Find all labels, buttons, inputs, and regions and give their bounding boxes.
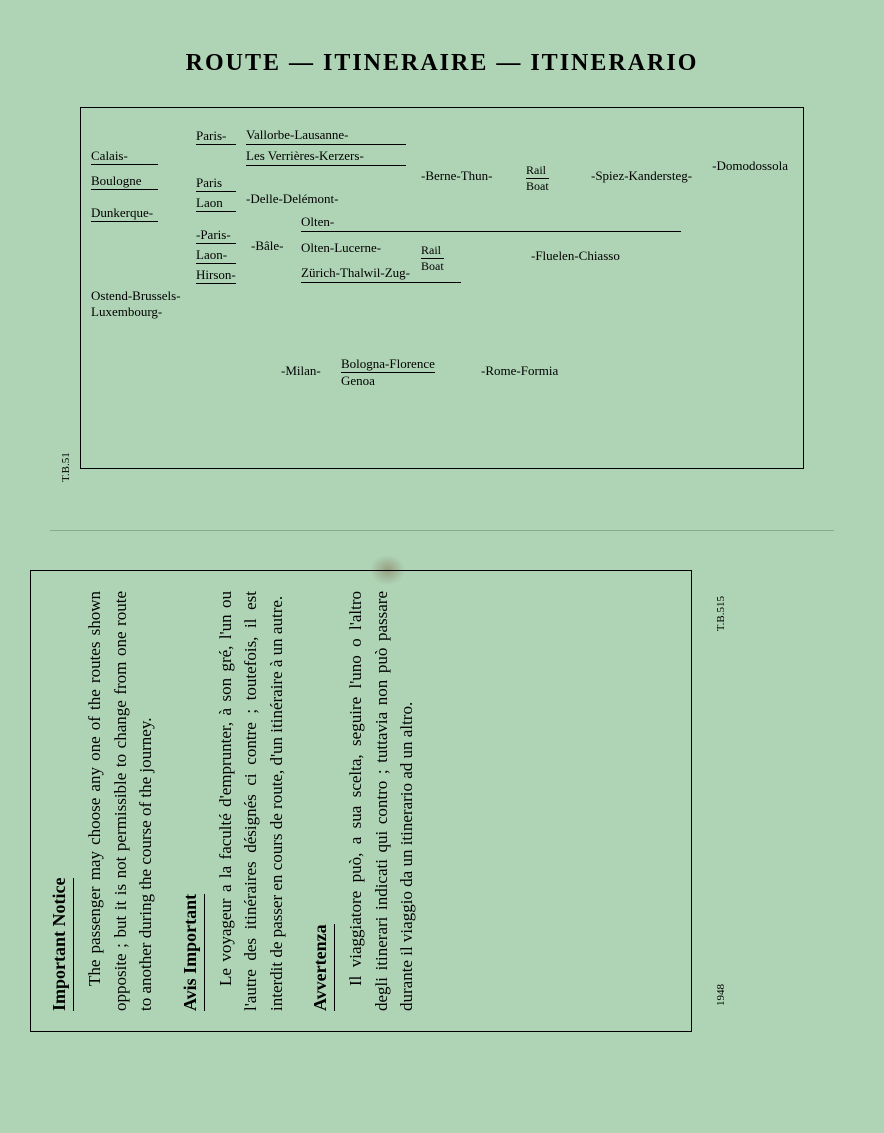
olten-top: Olten- — [301, 213, 681, 232]
fr-text: Le voyageur a la faculté d'emprunter, à … — [213, 591, 290, 1011]
paris-node-1: Paris- — [196, 128, 236, 145]
second-column: Paris- Paris Laon -Paris- Laon- Hirson- — [196, 128, 236, 284]
origin-dunkerque: Dunkerque- — [91, 205, 158, 222]
tb515-label: T.B.515 — [713, 596, 730, 631]
page-title: ROUTE — ITINERAIRE — ITINERARIO — [80, 50, 804, 77]
origin-boulogne: Boulogne — [91, 173, 158, 190]
laon-node-2: Laon- — [196, 247, 236, 264]
rail-boat-1: Rail Boat — [526, 163, 549, 194]
notice-box: Important Notice The passenger may choos… — [30, 570, 692, 1032]
tb51-label: T.B.51 — [60, 452, 72, 482]
boat-1: Boat — [526, 179, 549, 194]
en-text: The passenger may choose any one of the … — [82, 591, 159, 1011]
english-notice: Important Notice The passenger may choos… — [46, 591, 159, 1011]
origin-calais: Calais- — [91, 148, 158, 165]
en-title: Important Notice — [46, 878, 74, 1011]
bologna-route: Bologna-Florence — [341, 356, 435, 373]
verrieres-route: Les Verrières-Kerzers- — [246, 147, 406, 166]
italian-notice: Avvertenza Il viaggiatore può, a sua sce… — [307, 591, 420, 1011]
ostend-node: Ostend-Brussels-Luxembourg- — [91, 288, 231, 320]
paris-routes: Vallorbe-Lausanne- Les Verrières-Kerzers… — [246, 126, 406, 207]
berne-section: -Berne-Thun- — [421, 168, 492, 184]
berne-node: -Berne-Thun- — [421, 168, 492, 184]
route-diagram: Calais- Boulogne Dunkerque- Paris- Paris… — [80, 107, 804, 469]
rome-node: -Rome-Formia — [481, 363, 558, 379]
paris-node-2: Paris — [196, 175, 236, 192]
rail-2: Rail — [421, 243, 444, 259]
fr-title: Avis Important — [177, 894, 205, 1011]
vallorbe-route: Vallorbe-Lausanne- — [246, 126, 406, 145]
fold-line — [50, 530, 834, 531]
year-label: 1948 — [713, 984, 730, 1006]
fluelen-node: -Fluelen-Chiasso — [531, 248, 620, 264]
paris-node-3: -Paris- — [196, 227, 236, 244]
milan-node: -Milan- — [281, 363, 321, 379]
domodossola-node: -Domodossola — [712, 158, 788, 174]
bale-node: -Bâle- — [251, 238, 283, 254]
french-notice: Avis Important Le voyageur a la faculté … — [177, 591, 290, 1011]
milan-routes: Bologna-Florence Genoa — [341, 356, 435, 389]
origin-column: Calais- Boulogne Dunkerque- — [91, 148, 158, 230]
it-text: Il viaggiatore può, a sua scelta, seguir… — [343, 591, 420, 1011]
it-title: Avvertenza — [307, 924, 335, 1011]
rail-boat-2: Rail Boat — [421, 243, 444, 274]
document-page: ROUTE — ITINERAIRE — ITINERARIO Calais- … — [0, 0, 884, 1133]
route-page: ROUTE — ITINERAIRE — ITINERARIO Calais- … — [80, 50, 804, 510]
bale-routes: Olten- Olten-Lucerne- Zürich-Thalwil-Zug… — [301, 213, 681, 285]
genoa-route: Genoa — [341, 373, 435, 389]
laon-node-1: Laon — [196, 195, 236, 212]
olten-lucerne: Olten-Lucerne- — [301, 240, 681, 256]
hirson-node: Hirson- — [196, 267, 236, 284]
spiez-node: -Spiez-Kandersteg- — [591, 168, 692, 184]
delle-route: -Delle-Delémont- — [246, 191, 406, 207]
notice-page: Important Notice The passenger may choos… — [80, 570, 804, 1083]
boat-2: Boat — [421, 259, 444, 274]
rail-1: Rail — [526, 163, 549, 179]
